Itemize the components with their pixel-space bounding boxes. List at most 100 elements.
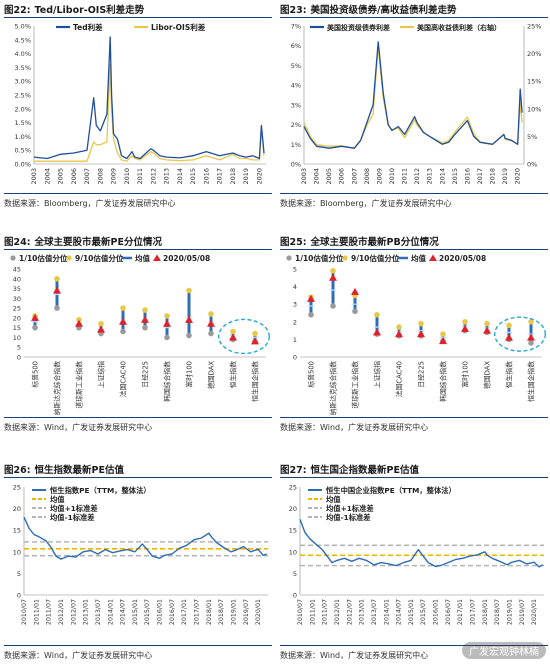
x-tick-label: 2013/01 (83, 599, 90, 625)
x-tick-label: 韩国综合指数 (163, 361, 172, 402)
current-point (483, 326, 491, 334)
y-tick-label: 15 (289, 527, 297, 535)
y-tick-label: 20 (13, 314, 21, 322)
title-rule (280, 17, 548, 18)
x-tick-label: 2009 (375, 168, 383, 185)
x-tick-label: 2003 (30, 168, 38, 185)
panel-25: 图25: 全球主要股市最新PB分位情况 0 1 2 3 4 5 1/10估值分位 9/10估值分… (280, 234, 548, 438)
x-tick-label: 2018/01 (482, 599, 489, 625)
p90-point (374, 311, 380, 318)
x-tick-label: 2009 (110, 168, 118, 185)
y-tick-label: 10 (289, 548, 297, 556)
title-rule (280, 249, 548, 250)
p10-point (54, 305, 60, 311)
title-rule (4, 477, 272, 478)
legend-label: 2020/05/08 (439, 254, 486, 263)
y-tick-label: 2.5% (14, 92, 31, 100)
highlight-ellipse (493, 316, 546, 352)
legend-label: Libor-OIS利差 (151, 22, 206, 32)
current-point (307, 294, 315, 302)
y-tick-label-right: 0% (527, 161, 537, 169)
hsi-pe-chart: 0 5 10 15 20 25 2010/07 2011/01 2011/07 2012/01 20… (13, 484, 268, 625)
x-tick-label: 2012 (413, 168, 421, 185)
x-tick-label: 2011/01 (33, 599, 40, 625)
x-tick-label: 2020/01 (531, 599, 538, 625)
chart-title: 图27: 恒生国企指数最新PE估值 (280, 465, 419, 476)
x-tick-label: 2020 (514, 168, 522, 185)
x-tick-label: 2015/01 (408, 599, 415, 625)
current-point (461, 324, 469, 332)
y-tick-label: 1 (293, 336, 297, 344)
y-tick-label: 2.0% (14, 105, 31, 113)
y-tick-label-right: 20% (527, 50, 541, 58)
legend-label: 均值+1标准差 (50, 504, 98, 513)
x-tick-label: 2020/01 (255, 599, 262, 625)
x-tick-label: 2013/01 (359, 599, 366, 625)
chart-title: 图23: 美国投资级债券/高收益债利差走势 (280, 5, 457, 16)
x-tick-label: 2008 (363, 168, 371, 185)
legend-label: 1/10估值分位 (295, 253, 344, 263)
legend-label: Ted利差 (73, 22, 103, 32)
legend-label: 9/10估值分位 (75, 253, 124, 263)
panel-23: 图23: 美国投资级债券/高收益债利差走势 0% 1% 2% 3% 4% 5% 6% 7% 0% 5… (280, 2, 548, 214)
y-tick-label: 6% (291, 42, 301, 50)
p90-point (230, 328, 236, 335)
chart-title: 图26: 恒生指数最新PE估值 (4, 465, 124, 476)
p90-point (484, 320, 490, 327)
y-tick-label: 3% (291, 101, 301, 109)
p90-point (142, 307, 148, 313)
current-point (527, 333, 535, 341)
legend-label: 均值-1标准差 (326, 513, 371, 522)
x-tick-label: 2004 (43, 168, 51, 185)
y-tick-label: 5 (17, 344, 21, 352)
x-tick-label: 道琼斯工业指数 (75, 361, 84, 409)
x-tick-label: 2012/01 (58, 599, 65, 625)
y-tick-label: 5% (291, 62, 301, 70)
y-tick-label: 5 (293, 266, 297, 274)
y-tick-label: 5 (293, 570, 297, 578)
p90-point (528, 319, 534, 325)
current-point (141, 315, 149, 323)
current-point (505, 333, 513, 341)
series-line-1 (303, 41, 523, 149)
y-tick-label: 20 (289, 505, 297, 513)
x-tick-label: 标普500 (31, 361, 40, 388)
x-tick-label: 2010/07 (297, 599, 304, 625)
x-tick-label: 2017 (216, 168, 224, 185)
x-tick-label: 2011/01 (309, 599, 316, 625)
panel-22: 图22: Ted/Libor-OIS利差走势 0.0% 0.5% 1.0% 1.5% 2.… (4, 2, 272, 214)
x-tick-label: 德国DAX (207, 361, 216, 389)
y-tick-label: 20 (13, 505, 21, 513)
x-tick-label: 2013/07 (95, 599, 102, 625)
legend-swatch (429, 254, 437, 261)
legend-swatch (286, 255, 292, 261)
hscei-pe-chart: 0 5 10 15 20 25 2010/07 2011/01 2011/07 2012/01 20… (289, 484, 544, 625)
chart-title: 图25: 全球主要股市最新PB分位情况 (280, 237, 439, 248)
x-tick-label: 2016 (202, 168, 210, 185)
x-tick-label: 2017/07 (194, 599, 201, 625)
p90-point (208, 311, 214, 317)
legend-label: 均值 (326, 495, 341, 504)
p10-point (308, 311, 314, 318)
y-tick-label: 3.0% (14, 78, 31, 86)
x-tick-label: 2019/07 (519, 599, 526, 625)
p90-point (98, 320, 104, 327)
p10-point (528, 340, 534, 346)
current-point (119, 317, 127, 325)
legend-label: 均值+1标准差 (326, 504, 374, 513)
x-tick-label: 2010 (123, 168, 131, 185)
p10-point (330, 303, 336, 309)
p90-point (252, 330, 258, 337)
y-tick-label: 4 (293, 283, 297, 291)
x-tick-label: 2016/07 (445, 599, 452, 625)
global-pb-percentile-chart: 0 1 2 3 4 5 1/10估值分位 9/10估值分位 均值 2020/05/08 标普500 纳… (286, 253, 546, 415)
x-tick-label: 法国CAC40 (119, 361, 128, 397)
y-tick-label: 4.0% (14, 50, 31, 58)
p90-point (506, 322, 512, 329)
y-tick-label: 7% (291, 23, 301, 31)
x-tick-label: 2004 (313, 168, 321, 185)
title-rule (280, 477, 548, 478)
x-tick-label: 2011/07 (46, 599, 53, 625)
x-tick-label: 2016/01 (157, 599, 164, 625)
x-tick-label: 纳斯达克综合指数 (53, 361, 62, 415)
